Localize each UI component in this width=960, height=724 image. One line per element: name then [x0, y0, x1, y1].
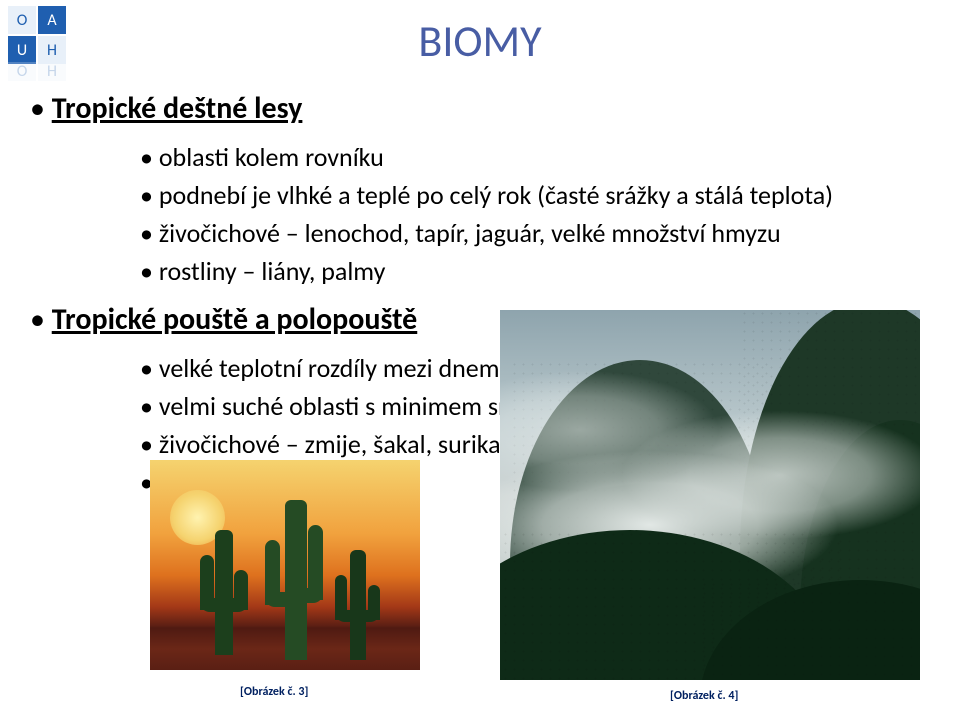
- cactus-shape: [265, 592, 295, 607]
- slide-title: BIOMY: [0, 14, 960, 68]
- image-forest: [500, 310, 920, 680]
- section-heading-1: Tropické deštné lesy: [30, 90, 930, 127]
- forest-hill: [700, 580, 920, 680]
- bullet-item: podnebí je vlhké a teplé po celý rok (ča…: [140, 179, 930, 211]
- cactus-shape: [285, 500, 307, 660]
- cactus-shape: [298, 588, 323, 603]
- bullet-item: rostliny – liány, palmy: [140, 255, 930, 287]
- cactus-shape: [358, 610, 380, 622]
- bullet-item: živočichové – lenochod, tapír, jaguár, v…: [140, 217, 930, 249]
- image-caption-1: [Obrázek č. 3]: [240, 685, 308, 699]
- section-heading-2-text: Tropické pouště a polopouště: [52, 301, 418, 338]
- bullet-item: oblasti kolem rovníku: [140, 141, 930, 173]
- image-area: [Obrázek č. 3] [Obrázek č. 4]: [0, 440, 960, 720]
- image-cactus: [150, 460, 420, 670]
- image-caption-2: [Obrázek č. 4]: [670, 689, 738, 703]
- cactus-shape: [335, 610, 360, 622]
- cactus-shape: [222, 598, 248, 612]
- cactus-shape: [215, 530, 233, 655]
- cactus-shape: [350, 550, 366, 660]
- section-heading-1-text: Tropické deštné lesy: [52, 90, 303, 127]
